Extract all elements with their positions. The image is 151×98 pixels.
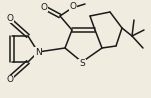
- Text: O: O: [40, 3, 48, 11]
- Text: N: N: [35, 48, 41, 57]
- Text: O: O: [69, 1, 77, 10]
- Text: O: O: [6, 75, 13, 84]
- Text: O: O: [6, 14, 13, 23]
- Text: S: S: [79, 59, 85, 69]
